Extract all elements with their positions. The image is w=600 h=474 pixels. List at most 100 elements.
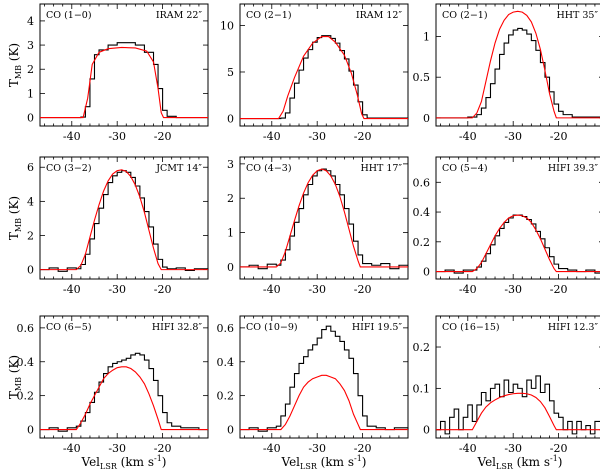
x-tick-label: -30	[504, 130, 522, 143]
x-tick-label: -20	[550, 442, 568, 455]
x-tick-label: -40	[459, 283, 477, 296]
x-axis-title-unit-close: )	[362, 455, 367, 469]
x-tick-label: -20	[354, 283, 372, 296]
transition: (2−1)	[264, 10, 291, 21]
x-tick-label: -40	[459, 442, 477, 455]
panel-label: CO (3−2)	[46, 163, 92, 174]
y-tick-label: 3	[227, 158, 234, 171]
y-tick-label: 0.2	[17, 390, 35, 403]
transition: (10−9)	[264, 322, 298, 333]
x-tick-label: -20	[354, 130, 372, 143]
y-tick-label: 0.5	[413, 71, 431, 84]
x-axis-title-unit-sup: -1	[550, 454, 558, 463]
x-axis-title-main: Vel	[281, 455, 301, 469]
observed-spectrum	[40, 42, 208, 119]
y-tick-label: 0	[27, 112, 34, 125]
plot-frame	[239, 315, 409, 439]
y-tick-label: 0	[227, 424, 234, 437]
y-tick-label: 0.4	[413, 206, 431, 219]
telescope-label: HHT 17″	[360, 163, 402, 174]
x-axis-title-main: Vel	[477, 455, 497, 469]
panel: -40 -30 -20 0 0.2 0.4 0.6 CO (5−4) HIFI 39.3″	[413, 156, 600, 296]
y-tick-label: 0	[423, 112, 430, 125]
y-axis-title-sub: MB	[14, 65, 23, 79]
transition: (3−2)	[64, 163, 91, 174]
y-tick-label: 2	[27, 63, 34, 76]
observed-spectrum	[436, 375, 600, 435]
y-axis-title: TMB (K)	[7, 355, 23, 399]
panel: -40 -30 -20 0 5 10 CO (2−1) IRAM 12″	[220, 3, 409, 143]
y-tick-label: 6	[27, 161, 34, 174]
observed-spectrum	[240, 168, 409, 270]
molecule: CO	[46, 322, 64, 333]
transition: (16−15)	[460, 322, 500, 333]
panel: -40 -30 -20 0 1 2 3 CO (4−3) HHT 17″	[227, 156, 409, 296]
x-axis-title-unit: (km s	[117, 455, 154, 469]
molecule: CO	[246, 10, 264, 21]
x-axis-title-sub: LSR	[100, 462, 118, 471]
model-curve	[240, 168, 408, 268]
observed-spectrum	[40, 352, 208, 432]
y-tick-label: 0.2	[217, 390, 235, 403]
transition: (5−4)	[460, 163, 487, 174]
y-axis-title-sub: MB	[14, 377, 23, 391]
molecule: CO	[442, 10, 460, 21]
plot-frame	[239, 156, 409, 280]
observed-spectrum	[436, 27, 600, 119]
y-tick-label: 1	[227, 227, 234, 240]
x-tick-label: -40	[263, 130, 281, 143]
y-tick-label: 0	[423, 424, 430, 437]
telescope-label: HIFI 32.8″	[152, 322, 203, 333]
x-tick-label: -30	[108, 283, 126, 296]
observed-spectrum	[240, 325, 409, 432]
y-axis-title: TMB (K)	[7, 196, 23, 240]
x-axis-title-unit-close: )	[162, 455, 167, 469]
y-tick-label: 0	[27, 424, 34, 437]
y-tick-label: 0	[27, 264, 34, 277]
y-tick-label: 1	[423, 31, 430, 44]
panel-label: CO (2−1)	[442, 10, 488, 21]
y-tick-label: 0.2	[413, 341, 431, 354]
y-axis-title-main: T	[7, 79, 21, 87]
x-axis-title-unit-sup: -1	[354, 454, 362, 463]
y-tick-label: 4	[27, 195, 34, 208]
y-tick-label: 0	[227, 113, 234, 126]
plot-frame	[239, 3, 409, 127]
molecule: CO	[442, 322, 460, 333]
telescope-label: JCMT 14″	[155, 163, 202, 174]
transition: (4−3)	[264, 163, 291, 174]
observed-spectrum	[40, 170, 209, 272]
molecule: CO	[46, 163, 64, 174]
transition: (1−0)	[64, 10, 91, 21]
telescope-label: IRAM 22″	[156, 10, 203, 21]
x-axis-title: VelLSR (km s-1)	[281, 454, 367, 471]
panel-label: CO (4−3)	[246, 163, 292, 174]
panel: -40 -30 -20 0 1 2 3 4 CO (1−0) IRAM 22″	[27, 3, 209, 143]
plot-frame	[39, 315, 209, 439]
plot-frame	[435, 156, 600, 280]
y-tick-label: 0.6	[17, 322, 35, 335]
y-tick-label: 0	[423, 266, 430, 279]
panel: -40 -30 -20 0 2 4 6 CO (3−2) JCMT 14″	[27, 156, 209, 296]
plot-frame	[435, 3, 600, 127]
x-tick-label: -40	[263, 283, 281, 296]
x-tick-label: -30	[108, 442, 126, 455]
panel-label: CO (16−15)	[442, 322, 500, 333]
y-tick-label: 2	[27, 229, 34, 242]
model-curve	[240, 36, 408, 120]
x-tick-label: -40	[263, 442, 281, 455]
observed-spectrum	[436, 214, 600, 274]
x-axis-title-sub: LSR	[496, 462, 514, 471]
x-axis-title-unit: (km s	[317, 455, 354, 469]
x-tick-label: -30	[504, 442, 522, 455]
x-axis-title-unit-close: )	[558, 455, 563, 469]
panel: -40 -30 -20 0 0.2 0.4 0.6 CO (10−9) HIFI 19.5″	[217, 315, 409, 455]
x-tick-label: -20	[154, 283, 172, 296]
y-tick-label: 0.2	[413, 236, 431, 249]
y-axis-title: TMB (K)	[7, 43, 23, 87]
panel: -40 -30 -20 0 0.5 1 CO (2−1) HHT 35″	[413, 3, 600, 143]
y-axis-title-unit: (K)	[7, 196, 21, 218]
y-tick-label: 0.4	[217, 356, 235, 369]
y-axis-title-unit: (K)	[7, 355, 21, 377]
molecule: CO	[246, 322, 264, 333]
